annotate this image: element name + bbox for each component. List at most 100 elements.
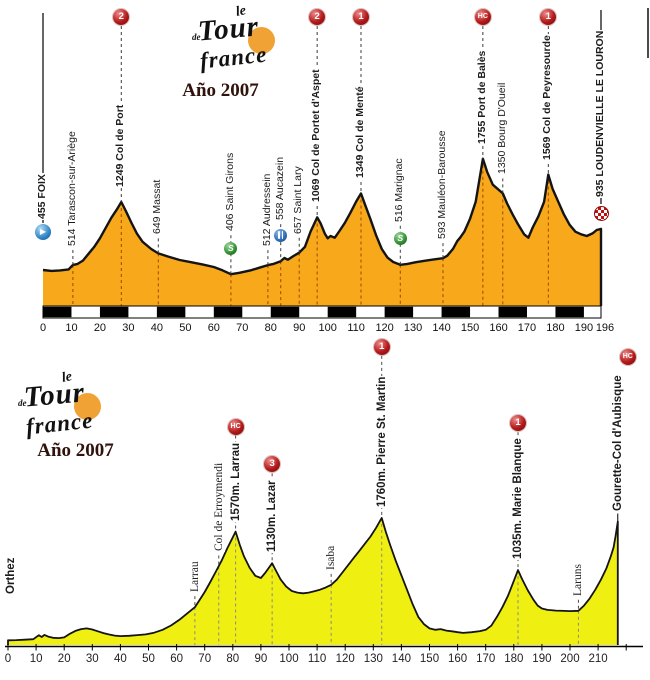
marker-label: 514 Tarascon-sur-Ariège (65, 130, 78, 247)
axis-tick-label: 170 (518, 322, 536, 334)
axis-tick-label: 190 (575, 322, 593, 334)
marker-label: Orthez (4, 556, 17, 596)
profile-outline (7, 517, 619, 645)
marker-label: 516 Marignac (393, 157, 406, 223)
profile-fill (43, 158, 601, 306)
marker-label: 657 Saint Lary (292, 164, 305, 235)
marker-label: 593 Mauléon-Barousse (435, 129, 448, 241)
marker-label: Isaba (325, 544, 338, 571)
finish-badge (593, 205, 609, 221)
axis-tick-label: 30 (86, 653, 99, 665)
axis-tick-label: 130 (404, 322, 422, 334)
logo-sun-icon (248, 27, 275, 54)
logo-de-text: de (192, 32, 201, 42)
marker-label: 455 FOIX (36, 173, 48, 220)
marker-label: Larrau (188, 560, 201, 594)
axis-tick-label: 10 (65, 322, 77, 334)
profile-outline (42, 157, 603, 306)
category-HC-badge: HC (619, 348, 636, 365)
year-label: Año 2007 (37, 440, 114, 461)
marker-label: 1349 Col de Menté (354, 85, 366, 180)
tour-de-france-logo: le de Tour france (16, 369, 146, 452)
marker-label: 935 LOUDENVIELLE LE LOURON (594, 29, 606, 198)
km-band-segment (498, 306, 527, 318)
km-band-segment (43, 306, 72, 318)
axis-tick-label: 40 (114, 653, 127, 665)
axis-tick-label: 140 (392, 653, 411, 665)
km-band-segment (441, 306, 471, 318)
axis-tick-label: 150 (461, 322, 479, 334)
axis-tick-label: 120 (375, 322, 393, 334)
axis-tick-label: 196 (596, 322, 614, 334)
km-band-segment (270, 306, 300, 318)
km-band-segment (213, 306, 243, 318)
logo-tour-text: Tour (22, 376, 87, 414)
km-band-segment (327, 306, 357, 318)
marker-label: 512 Audressein (260, 172, 273, 248)
axis-tick-label: 80 (265, 322, 277, 334)
category-1-badge: 1 (540, 9, 557, 25)
marker-label: 1035m. Marie Blanque (512, 437, 524, 561)
category-1-badge: 1 (353, 9, 369, 25)
axis-tick-label: 200 (560, 653, 579, 665)
axis-tick-label: 60 (170, 653, 183, 665)
axis-tick-label: 160 (489, 322, 507, 334)
start-badge: ▶ (35, 224, 51, 240)
logo-tour-text: Tour (196, 10, 261, 48)
category-2-badge: 2 (309, 9, 326, 25)
axis-tick-label: 160 (448, 653, 467, 665)
marker-label: 406 Saint Girons (223, 151, 236, 233)
axis-tick-label: 120 (336, 653, 355, 665)
axis-tick-label: 30 (122, 322, 134, 334)
sprint-badge: S (224, 241, 238, 255)
km-band-segment (555, 306, 584, 318)
axis-tick-label: 80 (226, 653, 239, 665)
marker-label: 1350 Bourg D'Oueil (495, 82, 508, 176)
axis-tick-label: 90 (255, 653, 268, 665)
axis-tick-label: 20 (58, 653, 71, 665)
marker-label: 1569 Col de Peyresourde (541, 33, 554, 161)
axis-tick-label: 70 (236, 322, 248, 334)
category-HC-badge: HC (474, 9, 491, 25)
marker-label: Col de Erroymendi (212, 462, 225, 553)
logo-france-text: france (24, 407, 95, 440)
category-HC-badge: HC (227, 418, 244, 435)
category-1-badge: 1 (373, 338, 390, 355)
marker-label: 1069 Col de Portet d'Aspet (310, 68, 323, 204)
feed-zone-icon (274, 228, 288, 242)
axis-tick-label: 0 (5, 653, 11, 665)
axis-tick-label: 90 (293, 322, 305, 334)
logo-sun-icon (74, 393, 101, 420)
axis-tick-label: 50 (142, 653, 155, 665)
km-band-segment (99, 306, 129, 318)
axis-tick-label: 70 (198, 653, 211, 665)
axis-tick-label: 210 (589, 653, 608, 665)
axis-tick-label: 170 (476, 653, 495, 665)
axis-tick-label: 20 (94, 322, 106, 334)
axis-tick-label: 110 (347, 322, 365, 334)
axis-tick-label: 60 (208, 322, 220, 334)
logo-france-text: france (198, 41, 269, 74)
marker-label: Gourette-Col d'Aubisque (611, 373, 624, 512)
profile-fill (8, 517, 618, 645)
axis-tick-label: 180 (546, 322, 564, 334)
axis-tick-label: 40 (151, 322, 163, 334)
marker-label: 1755 Port de Balès (475, 49, 488, 145)
marker-label: 1760m. Pierre St. Martin (375, 375, 388, 508)
marker-label: 1570m. Larrau (229, 441, 242, 522)
axis-tick-label: 100 (279, 653, 298, 665)
axis-tick-label: 190 (532, 653, 551, 665)
year-label: Año 2007 (182, 80, 259, 101)
category-1-badge: 1 (510, 415, 526, 432)
axis-tick-label: 180 (504, 653, 523, 665)
axis-tick-label: 100 (319, 322, 337, 334)
logo-de-text: de (18, 398, 27, 408)
category-2-badge: 2 (113, 9, 130, 25)
axis-tick-label: 50 (179, 322, 191, 334)
axis-tick-label: 140 (432, 322, 450, 334)
axis-tick-label: 0 (40, 322, 46, 334)
axis-tick-label: 110 (308, 653, 326, 665)
axis-tick-label: 130 (364, 653, 383, 665)
